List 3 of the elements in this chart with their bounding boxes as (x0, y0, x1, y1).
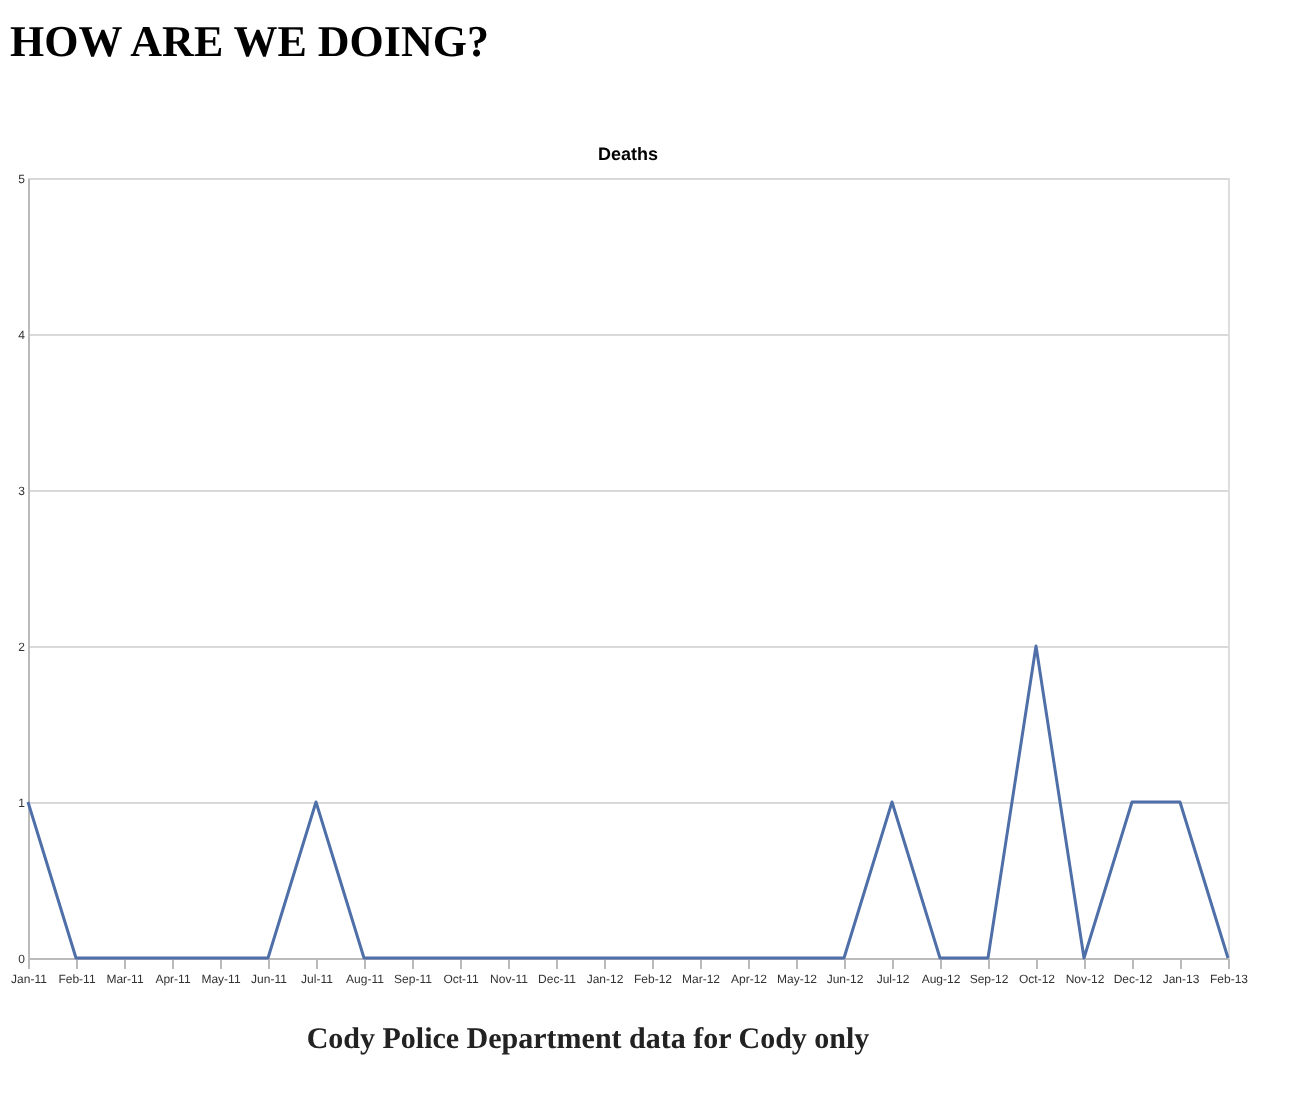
chart-title: HOW ARE WE DOING? (10, 16, 489, 66)
chart-subtitle: Deaths (597, 144, 659, 164)
text: Cody Police Department data for Cody only (306, 1024, 871, 1056)
